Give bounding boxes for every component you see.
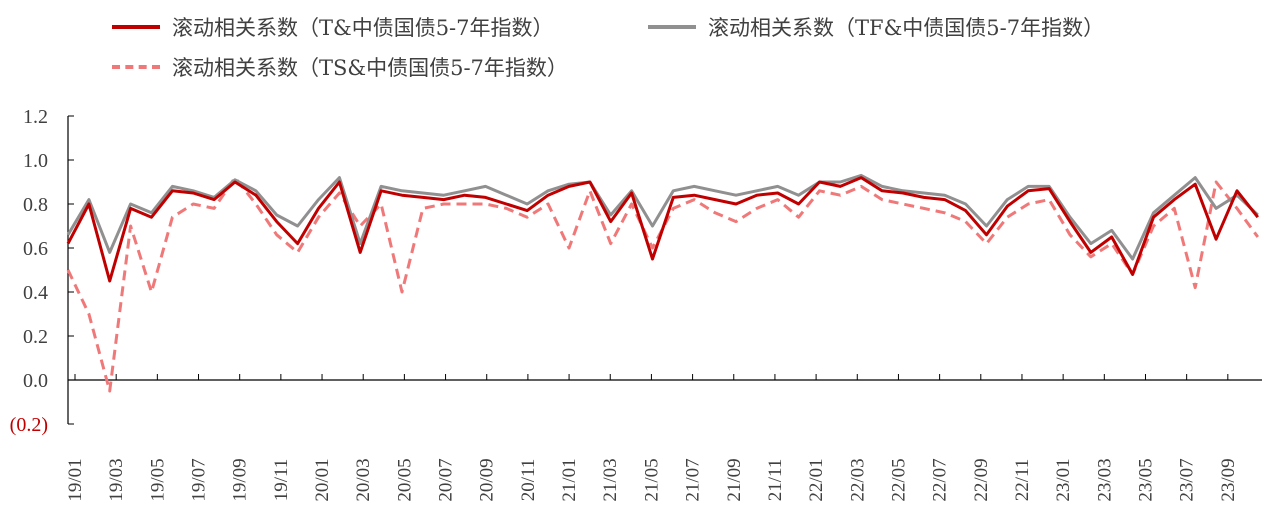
y-tick-label: 1.0 bbox=[23, 150, 48, 172]
x-tick-label: 21/07 bbox=[683, 458, 704, 501]
x-tick-label: 22/11 bbox=[1012, 459, 1033, 502]
x-tick-label: 20/09 bbox=[477, 458, 498, 501]
x-tick-label: 23/05 bbox=[1135, 458, 1156, 501]
x-tick-label: 20/03 bbox=[353, 458, 374, 501]
x-tick-label: 20/11 bbox=[518, 459, 539, 502]
legend-item-t: 滚动相关系数（T&中债国债5-7年指数） bbox=[112, 12, 554, 42]
x-tick-label: 22/07 bbox=[930, 458, 951, 501]
y-tick-label: 1.2 bbox=[23, 106, 48, 128]
x-tick-label: 19/07 bbox=[189, 458, 210, 501]
x-tick-label: 23/03 bbox=[1094, 458, 1115, 501]
legend-item-ts: 滚动相关系数（TS&中债国债5-7年指数） bbox=[112, 52, 568, 82]
x-tick-label: 21/05 bbox=[641, 458, 662, 501]
x-tick-label: 19/09 bbox=[230, 458, 251, 501]
legend-swatch-ts bbox=[112, 65, 160, 69]
x-tick-label: 20/07 bbox=[436, 458, 457, 501]
x-tick-label: 19/03 bbox=[106, 458, 127, 501]
y-tick-label: 0.4 bbox=[23, 282, 48, 304]
y-tick-label: 0.0 bbox=[23, 370, 48, 392]
x-tick-label: 19/11 bbox=[271, 459, 292, 502]
series-line-0 bbox=[66, 176, 1259, 283]
legend: 滚动相关系数（T&中债国债5-7年指数） 滚动相关系数（TF&中债国债5-7年指… bbox=[0, 0, 1281, 95]
x-tick-label: 23/09 bbox=[1218, 458, 1239, 501]
x-tick-label: 22/01 bbox=[806, 458, 827, 501]
legend-swatch-t bbox=[112, 25, 160, 29]
x-tick-label: 23/01 bbox=[1053, 458, 1074, 501]
x-tick-label: 22/03 bbox=[847, 458, 868, 501]
x-tick-label: 19/01 bbox=[65, 458, 86, 501]
x-tick-label: 21/09 bbox=[724, 458, 745, 501]
x-tick-label: 20/01 bbox=[312, 458, 333, 501]
series-line-2 bbox=[66, 176, 1260, 393]
y-tick-label: 0.2 bbox=[23, 326, 48, 348]
y-tick-label: (0.2) bbox=[10, 414, 48, 436]
x-tick-label: 23/07 bbox=[1177, 458, 1198, 501]
x-tick-label: 21/03 bbox=[600, 458, 621, 501]
x-tick-label: 21/01 bbox=[559, 458, 580, 501]
x-tick-label: 20/05 bbox=[394, 458, 415, 501]
x-tick-label: 19/05 bbox=[147, 458, 168, 501]
y-tick-label: 0.6 bbox=[23, 238, 48, 260]
series-line-1 bbox=[66, 173, 1259, 261]
x-tick-label: 22/09 bbox=[971, 458, 992, 501]
legend-label-ts: 滚动相关系数（TS&中债国债5-7年指数） bbox=[172, 56, 568, 80]
legend-item-tf: 滚动相关系数（TF&中债国债5-7年指数） bbox=[648, 12, 1104, 42]
legend-label-tf: 滚动相关系数（TF&中债国债5-7年指数） bbox=[708, 16, 1105, 40]
y-tick-label: 0.8 bbox=[23, 194, 48, 216]
legend-swatch-tf bbox=[648, 25, 696, 29]
legend-label-t: 滚动相关系数（T&中债国债5-7年指数） bbox=[172, 16, 554, 40]
x-tick-label: 22/05 bbox=[888, 458, 909, 501]
x-tick-label: 21/11 bbox=[765, 459, 786, 502]
